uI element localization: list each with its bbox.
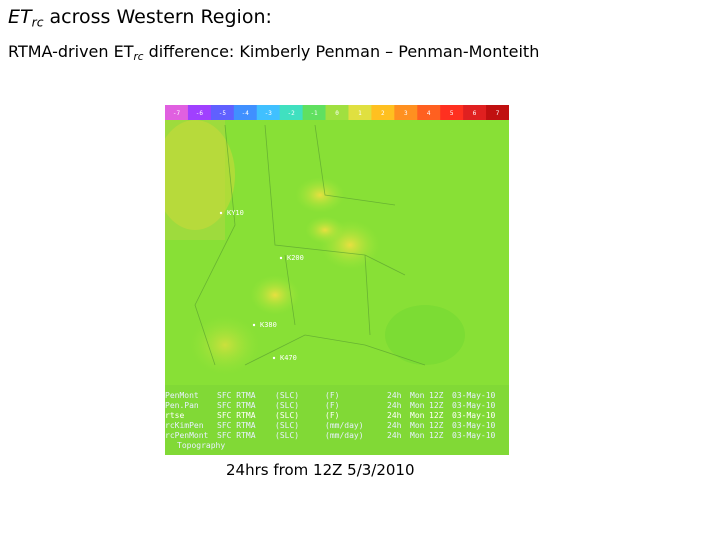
legend-cell: 12Z [429,421,444,430]
station-dot [252,323,256,327]
colorbar-swatch [486,105,509,120]
map-region [295,177,345,213]
map-borders [194,124,426,366]
legend-cell: Mon [410,391,425,400]
legend-cell: (mm/day) [325,431,364,440]
colorbar-label: -5 [219,110,227,117]
station-label: KY10 [227,209,244,217]
colorbar-label: 6 [473,110,477,117]
caption: 24hrs from 12Z 5/3/2010 [226,461,415,479]
legend-cell: (SLC) [275,431,299,440]
title-main: ET [8,6,32,28]
legend-cell: PenMont [165,391,199,400]
legend-cell: Mon [410,411,425,420]
legend-cell: Mon [410,401,425,410]
legend-cell: Topography [177,441,225,450]
legend-cell: (SLC) [275,391,299,400]
colorbar-swatch [463,105,487,120]
colorbar-label: 4 [427,110,431,117]
colorbar-swatch [394,105,418,120]
legend-cell: 03-May-10 [452,421,496,430]
legend-cell: SFC RTMA [217,431,256,440]
legend-cell: SFC RTMA [217,411,256,420]
map-region [305,216,345,244]
station-label: K200 [287,254,304,262]
colorbar-swatch [233,105,258,120]
colorbar-label: -1 [310,110,318,117]
station-dot [219,211,223,215]
subtitle-sub: rc [133,51,144,64]
colorbar-label: -6 [196,110,204,117]
station-dot [279,256,283,260]
legend-cell: 12Z [429,391,444,400]
map-region [250,275,300,315]
map-region [165,120,235,230]
legend-cell: 24h [387,391,402,400]
legend-cell: 12Z [429,411,444,420]
map-region [190,315,260,375]
colorbar-swatch [256,105,281,120]
legend-cell: Pen.Pan [165,401,199,410]
colorbar-label: 7 [496,110,500,117]
colorbar-label: -2 [288,110,296,117]
legend-cell: (SLC) [275,411,299,420]
map-legend-background [165,385,509,455]
legend-cell: 24h [387,401,402,410]
legend-cell: 12Z [429,431,444,440]
colorbar-swatch [187,105,212,120]
legend-cell: 12Z [429,401,444,410]
colorbar-label: 1 [358,110,362,117]
map: -7 -6 -5 -4 -3 -2 -1 0 1 2 3 4 5 6 7 KY10 K200 K380 K470 Pe… [165,105,509,455]
legend-cell: (mm/day) [325,421,364,430]
colorbar-swatch [371,105,395,120]
legend-cell: SFC RTMA [217,391,256,400]
subtitle-rest: difference: Kimberly Penman – Penman-Mon… [143,42,540,61]
legend-cell: 24h [387,411,402,420]
legend-cell: 03-May-10 [452,431,496,440]
legend-cell: (F) [325,411,339,420]
legend-cell: SFC RTMA [217,401,256,410]
legend-cell: 03-May-10 [452,411,496,420]
legend-cell: rcPenMont [165,431,209,440]
legend-cell: SFC RTMA [217,421,256,430]
colorbar-swatch [348,105,372,120]
colorbar-swatch [440,105,464,120]
subtitle-main: RTMA-driven ET [8,42,134,61]
legend-cell: 24h [387,421,402,430]
colorbar-label: 0 [335,110,339,117]
station-label: K470 [280,354,297,362]
colorbar-swatch [302,105,327,120]
colorbar-swatch [279,105,304,120]
colorbar-label: 5 [450,110,454,117]
colorbar-swatch [325,105,349,120]
colorbar-swatch [417,105,441,120]
colorbar-label: -7 [173,110,181,117]
legend-cell: Mon [410,431,425,440]
map-region [385,305,465,365]
legend-cell: (F) [325,401,339,410]
colorbar-label: -4 [242,110,250,117]
title-rest: across Western Region: [43,6,272,28]
legend-cell: 24h [387,431,402,440]
colorbar-label: -3 [265,110,273,117]
legend-cell: (SLC) [275,421,299,430]
legend-cell: (SLC) [275,401,299,410]
legend-cell: rtse [165,411,184,420]
colorbar-label: 2 [381,110,385,117]
legend-cell: 03-May-10 [452,391,496,400]
colorbar-swatch [210,105,235,120]
subtitle: RTMA-driven ETrc difference: Kimberly Pe… [8,42,539,63]
legend-cell: rcKimPen [165,421,204,430]
colorbar-swatch [165,105,189,120]
station-dot [272,356,276,360]
station-label: K380 [260,321,277,329]
title: ETrc across Western Region: [8,6,272,30]
legend-cell: (F) [325,391,339,400]
title-sub: rc [31,15,44,30]
legend-cell: Mon [410,421,425,430]
colorbar-label: 3 [404,110,408,117]
legend-cell: 03-May-10 [452,401,496,410]
